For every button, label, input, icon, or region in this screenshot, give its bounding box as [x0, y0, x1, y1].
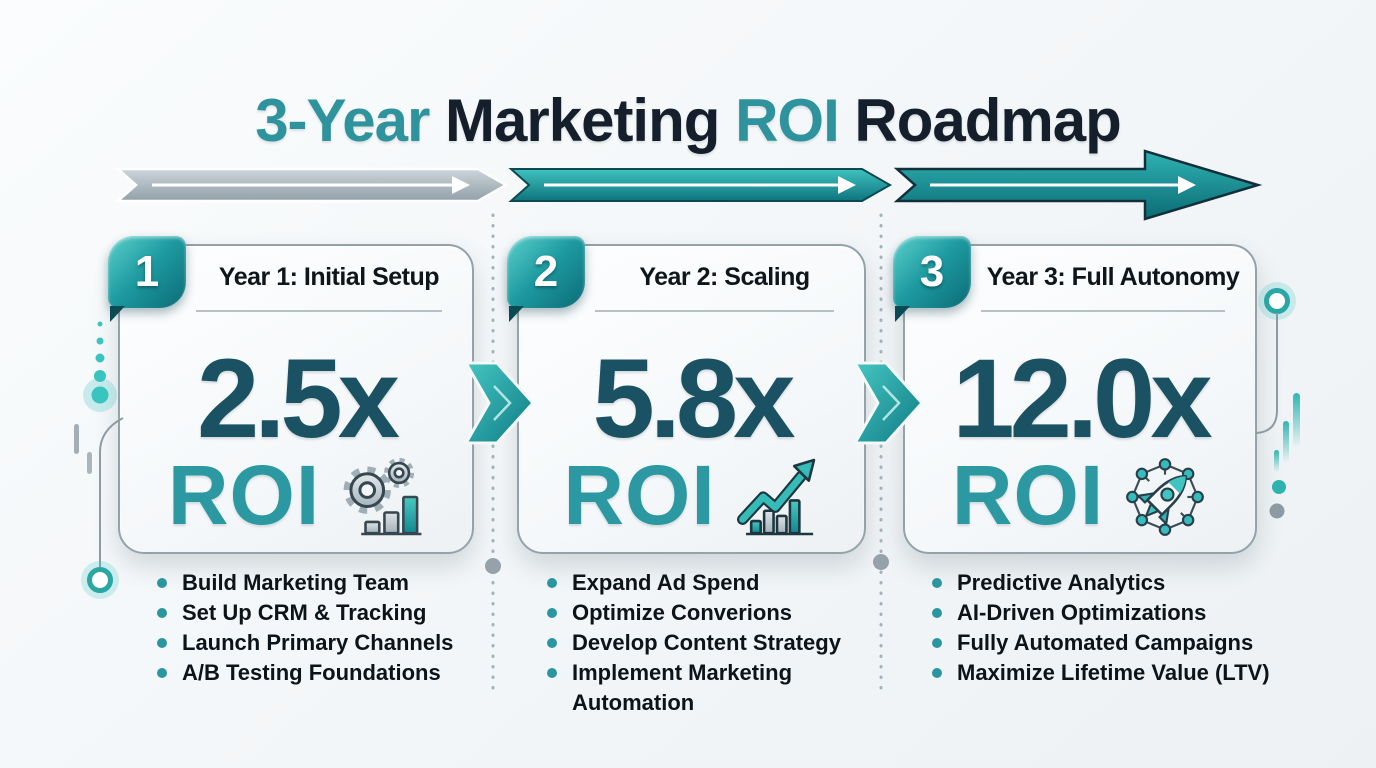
year-2-card: 2 Year 2: Scaling 5.8x ROI [507, 236, 866, 554]
list-item-label: AI-Driven Optimizations [957, 600, 1207, 625]
year-2-number-badge: 2 [507, 236, 585, 322]
timeline-segment-3 [893, 149, 1263, 221]
list-item: Set Up CRM & Tracking [155, 598, 475, 628]
list-item: A/B Testing Foundations [155, 658, 475, 688]
title-part-3: ROI [735, 87, 840, 155]
rocket-network-icon [1126, 458, 1205, 536]
bar-chart-icon [361, 495, 422, 536]
bullet-dot-icon [547, 638, 557, 648]
year-3-card-title: Year 3: Full Autonomy [986, 263, 1240, 291]
teal-streaks-right [1274, 393, 1300, 472]
header-divider [595, 310, 834, 312]
connector-line-right [1255, 313, 1278, 434]
timeline-arrow [114, 149, 1263, 221]
bullet-dot-icon [157, 608, 167, 618]
year-3-milestones-list: Predictive Analytics AI-Driven Optimizat… [930, 568, 1282, 688]
list-item-label: Expand Ad Spend [572, 570, 760, 595]
list-item-label: A/B Testing Foundations [182, 660, 441, 685]
dotted-connector-2 [873, 213, 889, 690]
year-2-milestones-list: Expand Ad Spend Optimize Converions Deve… [545, 568, 845, 718]
year-3-card: 3 Year 3: Full Autonomy 12.0x ROI [893, 236, 1257, 554]
list-item-label: Build Marketing Team [182, 570, 409, 595]
list-item-label: Implement Marketing Automation [572, 660, 793, 715]
list-item: Maximize Lifetime Value (LTV) [930, 658, 1282, 688]
badge-number: 1 [134, 247, 160, 296]
teal-dot-right [1272, 480, 1286, 494]
badge-number: 3 [919, 247, 945, 296]
timeline-segment-2 [508, 168, 893, 202]
bar-chart-icon [745, 499, 813, 536]
year-3-number-badge: 3 [893, 236, 971, 322]
connector-dot [485, 558, 501, 574]
list-item: Expand Ad Spend [545, 568, 845, 598]
list-item: AI-Driven Optimizations [930, 598, 1282, 628]
page-title: 3-Year Marketing ROI Roadmap [0, 86, 1376, 155]
gear-small-icon [384, 457, 415, 488]
bullet-dot-icon [157, 668, 167, 678]
list-item-label: Predictive Analytics [957, 570, 1166, 595]
bullet-dot-icon [547, 578, 557, 588]
list-item: Launch Primary Channels [155, 628, 475, 658]
badge-number: 2 [533, 247, 559, 296]
growth-arrow-icon [736, 458, 815, 525]
list-item: Optimize Converions [545, 598, 845, 628]
list-item: Develop Content Strategy [545, 628, 845, 658]
roi-label: ROI [951, 448, 1105, 542]
list-item-label: Launch Primary Channels [182, 630, 454, 655]
list-item-label: Set Up CRM & Tracking [182, 600, 427, 625]
arrowhead-icon [838, 176, 856, 194]
list-item: Predictive Analytics [930, 568, 1282, 598]
timeline-segment-1 [114, 167, 509, 203]
bullet-dot-icon [157, 578, 167, 588]
gray-dot-right [1269, 503, 1285, 519]
gear-large-icon [343, 466, 392, 514]
bullet-dot-icon [547, 608, 557, 618]
arrowhead-icon [1178, 176, 1196, 194]
connector-ring-left [81, 561, 119, 599]
list-item: Implement Marketing Automation [545, 658, 845, 718]
connector-ring-right [1258, 282, 1296, 320]
roi-label: ROI [563, 448, 716, 542]
roi-label: ROI [167, 448, 321, 542]
gears-growth-icon [343, 457, 422, 536]
connector-dot [873, 554, 889, 570]
bullet-dot-icon [932, 638, 942, 648]
rocket-icon [1137, 475, 1188, 525]
growth-arrow-chart-icon [736, 458, 815, 536]
bullet-dot-icon [932, 608, 942, 618]
progress-dots-left [83, 321, 117, 412]
list-item-label: Maximize Lifetime Value (LTV) [957, 660, 1270, 685]
year-3-roi-multiplier: 12.0x [952, 336, 1212, 461]
title-part-1: 3-Year [255, 87, 430, 155]
list-item-label: Develop Content Strategy [572, 630, 841, 655]
list-item: Fully Automated Campaigns [930, 628, 1282, 658]
title-part-4: Roadmap [838, 87, 1121, 155]
bullet-dot-icon [157, 638, 167, 648]
year-1-card-title: Year 1: Initial Setup [218, 263, 440, 291]
gray-dashes-left [74, 424, 92, 474]
year-2-roi-multiplier: 5.8x [592, 336, 796, 461]
year-1-roi-multiplier: 2.5x [197, 336, 400, 461]
year-1-milestones-list: Build Marketing Team Set Up CRM & Tracki… [155, 568, 475, 688]
list-item: Build Marketing Team [155, 568, 475, 598]
header-divider [196, 310, 442, 312]
bullet-dot-icon [547, 668, 557, 678]
year-2-card-title: Year 2: Scaling [639, 263, 810, 291]
title-part-2: Marketing [429, 87, 736, 155]
header-divider [981, 310, 1225, 312]
bullet-dot-icon [932, 578, 942, 588]
year-1-number-badge: 1 [108, 236, 186, 322]
bullet-dot-icon [932, 668, 942, 678]
list-item-label: Optimize Converions [572, 600, 793, 625]
arrowhead-icon [452, 176, 470, 194]
year-1-card: 1 Year 1: Initial Setup 2.5x ROI [108, 236, 474, 554]
list-item-label: Fully Automated Campaigns [957, 630, 1254, 655]
dotted-connector-1 [485, 213, 501, 690]
